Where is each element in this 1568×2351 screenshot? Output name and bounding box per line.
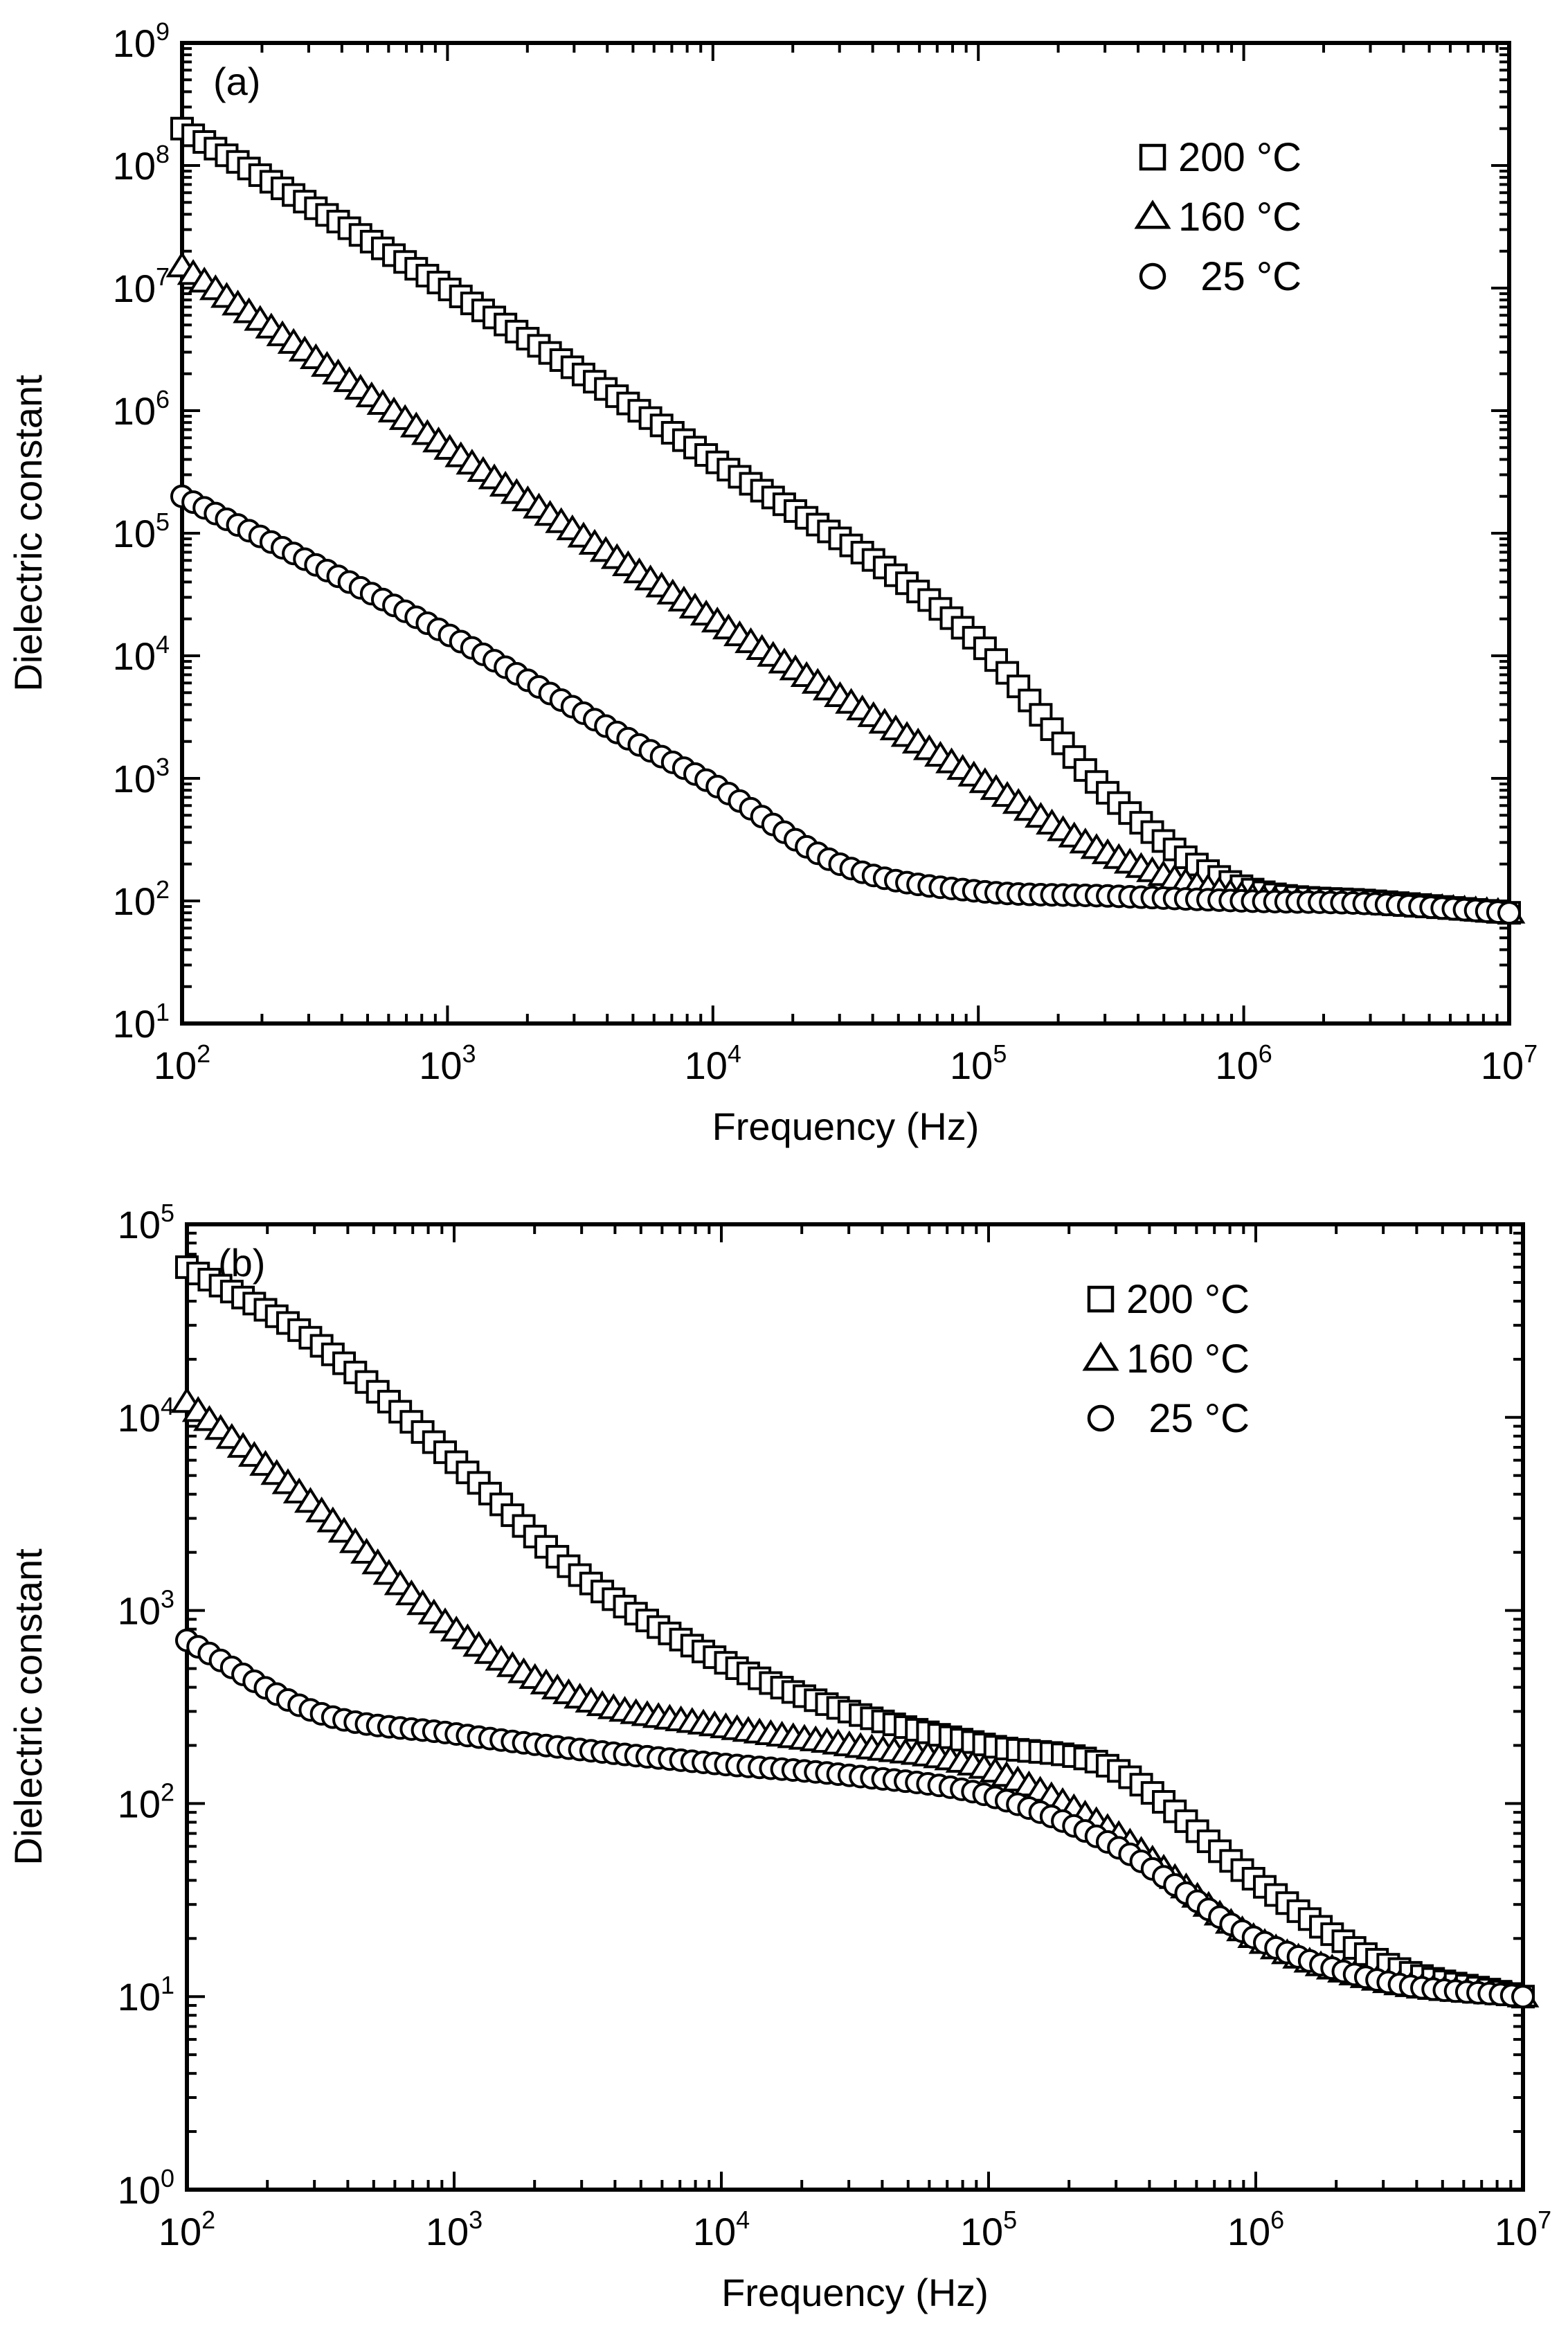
plot-frame — [185, 1222, 1525, 2192]
legend-label: 25 °C — [1148, 1396, 1250, 1441]
x-tick-label: 103 — [419, 1039, 476, 1087]
y-tick-label: 107 — [113, 262, 170, 310]
legend-marker-circle — [1139, 262, 1166, 290]
y-tick-label: 104 — [113, 630, 170, 678]
chart-panel-a: 102 103 104 105 106 1071011021031041051061071… — [6, 17, 1538, 1148]
y-tick-label: 103 — [118, 1585, 174, 1633]
x-tick-label: 102 — [154, 1039, 210, 1087]
legend-label: 200 °C — [1126, 1277, 1250, 1322]
series-circle — [170, 484, 1521, 925]
legend-marker-square — [1139, 143, 1166, 171]
series-triangle — [170, 1386, 1540, 2008]
x-tick-label: 107 — [1481, 1039, 1538, 1087]
legend-label: 25 °C — [1200, 254, 1301, 299]
legend-label: 160 °C — [1126, 1337, 1250, 1382]
y-axis-title: Dielectric constant — [6, 375, 50, 692]
x-tick-label: 102 — [159, 2206, 215, 2253]
legend-marker-square — [1087, 1285, 1115, 1313]
x-axis-title: Frequency (Hz) — [721, 2271, 989, 2314]
y-tick-label: 106 — [113, 385, 170, 433]
y-tick-label: 101 — [113, 998, 170, 1046]
legend-marker-triangle — [1134, 199, 1171, 229]
data-point — [1040, 717, 1064, 742]
series-circle — [175, 1628, 1535, 2009]
legend-label: 160 °C — [1178, 195, 1301, 240]
legend: 200 °C 160 °C 25 °C — [1082, 1277, 1250, 1441]
y-tick-label: 102 — [118, 1778, 174, 1825]
legend: 200 °C 160 °C 25 °C — [1134, 135, 1301, 299]
x-tick-label: 103 — [426, 2206, 483, 2253]
legend-marker-triangle — [1082, 1341, 1119, 1371]
x-tick-label: 107 — [1495, 2206, 1551, 2253]
chart-panel-b: 102 103 104 105 106 107 100 101 102 103 104 105 Freq… — [6, 1199, 1551, 2314]
x-tick-label: 105 — [960, 2206, 1017, 2253]
data-point — [1511, 1985, 1535, 2009]
x-axis-title: Frequency (Hz) — [712, 1105, 980, 1148]
y-tick-label: 105 — [113, 508, 170, 555]
y-tick-label: 102 — [113, 875, 170, 923]
x-tick-label: 104 — [685, 1039, 741, 1087]
data-point — [1497, 901, 1521, 925]
y-tick-label: 108 — [113, 140, 170, 188]
y-tick-label: 103 — [113, 753, 170, 801]
x-tick-label: 105 — [950, 1039, 1007, 1087]
y-tick-label: 100 — [118, 2164, 174, 2212]
legend-marker-circle — [1087, 1404, 1115, 1432]
x-tick-label: 106 — [1215, 1039, 1272, 1087]
series-square — [170, 116, 1521, 925]
x-tick-label: 104 — [693, 2206, 750, 2253]
y-tick-label: 105 — [118, 1199, 174, 1246]
y-tick-label: 104 — [118, 1392, 174, 1440]
x-tick-label: 106 — [1227, 2206, 1284, 2253]
panel-label: (a) — [213, 60, 260, 103]
y-tick-label: 109 — [113, 17, 170, 65]
legend-label: 200 °C — [1178, 135, 1301, 180]
y-tick-label: 101 — [118, 1971, 174, 2019]
series-square — [175, 1255, 1535, 2009]
y-axis-title: Dielectric constant — [6, 1548, 50, 1866]
